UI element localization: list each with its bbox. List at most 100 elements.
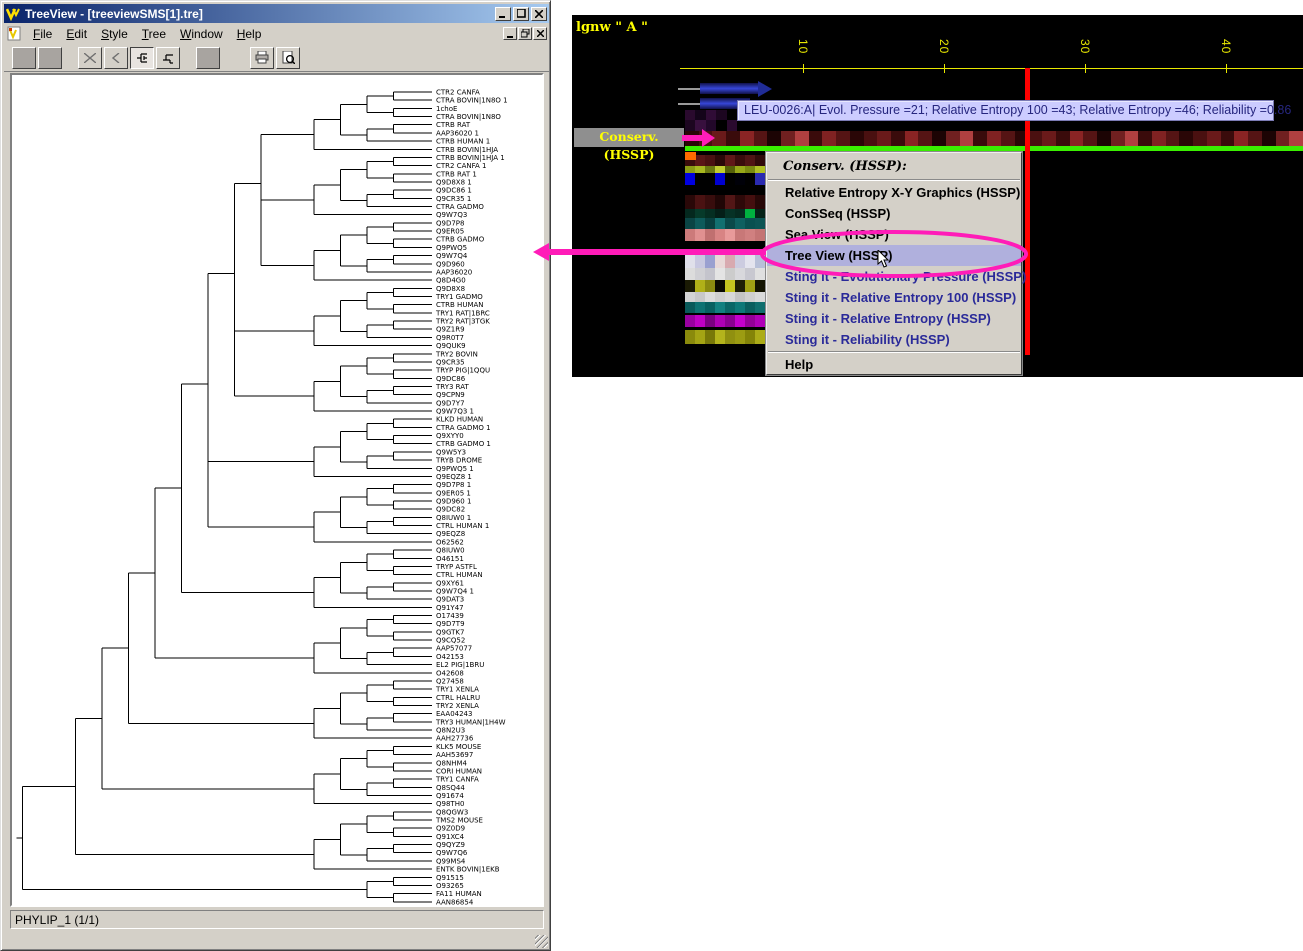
title-bar[interactable]: TreeView - [treeviewSMS[1].tre]: [4, 4, 549, 23]
taxon-label[interactable]: CTRB GADMO 1: [436, 440, 491, 448]
print-preview-icon[interactable]: [276, 47, 300, 69]
taxon-label[interactable]: TRY2 XENLA: [435, 702, 479, 710]
taxon-label[interactable]: CTRB HUMAN: [436, 301, 484, 309]
taxon-label[interactable]: Q9W5Y3: [436, 448, 466, 456]
menu-item-tree-view-hssp[interactable]: Tree View (HSSP): [767, 245, 1021, 266]
taxon-label[interactable]: Q8IUW0: [436, 547, 465, 555]
taxon-label[interactable]: Q9D7P8 1: [436, 481, 471, 489]
taxon-label[interactable]: Q9XY61: [436, 579, 464, 587]
taxon-label[interactable]: TRYP ASTFL: [435, 563, 477, 571]
menu-item-relative-entropy-x-y-graphics-hssp[interactable]: Relative Entropy X-Y Graphics (HSSP): [767, 182, 1021, 203]
taxon-label[interactable]: TRY1 XENLA: [435, 686, 479, 694]
taxon-label[interactable]: Q9CPN9: [436, 391, 465, 399]
taxon-label[interactable]: TRYP PIG|1QQU: [435, 367, 490, 375]
delete-icon[interactable]: [78, 47, 102, 69]
taxon-label[interactable]: Q9QUK9: [436, 342, 466, 350]
resize-grip[interactable]: [535, 935, 548, 948]
menu-item-sting-it-relative-entropy-hssp[interactable]: Sting it - Relative Entropy (HSSP): [767, 308, 1021, 329]
taxon-label[interactable]: TRYB DROME: [435, 457, 482, 465]
taxon-label[interactable]: AAP36020 1: [436, 129, 479, 137]
taxon-label[interactable]: CTRB RAT 1: [436, 170, 477, 178]
taxon-label[interactable]: Q27458: [436, 677, 464, 685]
taxon-label[interactable]: CTR2 CANFA: [436, 89, 480, 97]
taxon-label[interactable]: CORI HUMAN: [436, 767, 482, 775]
taxon-label[interactable]: Q9CR35 1: [436, 195, 471, 203]
taxon-label[interactable]: Q9DAT3: [436, 596, 464, 604]
menu-help[interactable]: Help: [230, 25, 269, 43]
taxon-label[interactable]: Q9W7Q4 1: [436, 587, 474, 595]
maximize-button[interactable]: [513, 7, 529, 21]
taxon-label[interactable]: O93265: [436, 882, 464, 890]
taxon-label[interactable]: Q9W7Q4: [436, 252, 468, 260]
menu-style[interactable]: Style: [94, 25, 135, 43]
toolbar-blank-button-3[interactable]: [196, 47, 220, 69]
taxon-label[interactable]: AAP57077: [436, 645, 472, 653]
taxon-label[interactable]: Q9D960 1: [436, 498, 471, 506]
taxon-label[interactable]: Q8N2U3: [436, 727, 465, 735]
taxon-label[interactable]: KLK5 MOUSE: [436, 743, 481, 751]
taxon-label[interactable]: Q9CQ52: [436, 637, 465, 645]
taxon-label[interactable]: CTRL HALRU: [436, 694, 480, 702]
taxon-label[interactable]: Q9EQZ8 1: [436, 473, 472, 481]
taxon-label[interactable]: Q98TH0: [436, 800, 464, 808]
menu-item-sea-view-hssp[interactable]: Sea View (HSSP): [767, 224, 1021, 245]
toolbar-blank-button-1[interactable]: [12, 47, 36, 69]
taxon-label[interactable]: Q9D960: [436, 260, 465, 268]
taxon-label[interactable]: Q9EQZ8: [436, 530, 465, 538]
taxon-label[interactable]: KLKD HUMAN: [436, 416, 483, 424]
taxon-label[interactable]: CTRA BOVIN|1N8O: [436, 113, 501, 121]
taxon-label[interactable]: O42608: [436, 669, 464, 677]
taxon-label[interactable]: O17439: [436, 612, 464, 620]
taxon-label[interactable]: CTRB HUMAN 1: [436, 138, 490, 146]
taxon-label[interactable]: Q9DC86 1: [436, 187, 472, 195]
mdi-minimize-button[interactable]: [503, 27, 517, 40]
taxon-label[interactable]: FA11 HUMAN: [436, 890, 482, 898]
menu-window[interactable]: Window: [173, 25, 230, 43]
menu-item-sting-it-reliability-hssp[interactable]: Sting it - Reliability (HSSP): [767, 329, 1021, 350]
taxon-label[interactable]: CTR2 CANFA 1: [436, 162, 486, 170]
taxon-label[interactable]: Q9Z0D9: [436, 825, 465, 833]
mdi-restore-button[interactable]: [518, 27, 532, 40]
taxon-label[interactable]: Q91XC4: [436, 833, 465, 841]
menu-item-sting-it-evolutionary-pressure-hssp[interactable]: Sting it - Evolutionary Pressure (HSSP): [767, 266, 1021, 287]
taxon-label[interactable]: EL2 PIG|1BRU: [436, 661, 484, 669]
menu-item-consseq-hssp[interactable]: ConSSeq (HSSP): [767, 203, 1021, 224]
taxon-label[interactable]: Q9PWQ5: [436, 244, 467, 252]
taxon-label[interactable]: Q8SQ44: [436, 784, 465, 792]
taxon-label[interactable]: TRY1 GADMO: [435, 293, 483, 301]
toolbar-blank-button-2[interactable]: [38, 47, 62, 69]
taxon-label[interactable]: TRY3 RAT: [435, 383, 469, 391]
taxon-label[interactable]: CTRL HUMAN 1: [436, 522, 489, 530]
taxon-label[interactable]: Q9W7Q3: [436, 211, 467, 219]
taxon-label[interactable]: Q9R0T7: [436, 334, 464, 342]
taxon-label[interactable]: O62562: [436, 538, 464, 546]
taxon-label[interactable]: EAA04243: [436, 710, 472, 718]
taxon-label[interactable]: AAN86854: [436, 898, 474, 906]
taxon-label[interactable]: AAH27736: [436, 735, 474, 743]
taxon-label[interactable]: ENTK BOVIN|1EKB: [436, 866, 500, 874]
minimize-button[interactable]: [495, 7, 511, 21]
taxon-label[interactable]: TRY2 RAT|3TGK: [435, 318, 490, 326]
taxon-label[interactable]: Q8QGW3: [436, 808, 468, 816]
taxon-label[interactable]: TRY1 RAT|1BRC: [435, 309, 490, 317]
taxon-label[interactable]: Q9DC82: [436, 506, 465, 514]
menu-item-help[interactable]: Help: [767, 354, 1021, 375]
taxon-label[interactable]: CTRB GADMO: [436, 236, 485, 244]
taxon-label[interactable]: Q8D4G0: [436, 277, 466, 285]
taxon-label[interactable]: Q9D8X8 1: [436, 178, 472, 186]
taxon-label[interactable]: CTRB BOVIN|1HJA: [436, 146, 498, 154]
taxon-label[interactable]: CTRA BOVIN|1N8O 1: [436, 97, 508, 105]
taxon-label[interactable]: AAP36020: [436, 268, 472, 276]
collapse-icon[interactable]: [104, 47, 128, 69]
print-icon[interactable]: [250, 47, 274, 69]
taxon-label[interactable]: CTRB BOVIN|1HJA 1: [436, 154, 505, 162]
taxon-label[interactable]: AAH53697: [436, 751, 473, 759]
taxon-label[interactable]: Q9W7Q6: [436, 849, 468, 857]
taxon-label[interactable]: CTRB RAT: [436, 121, 471, 129]
taxon-label[interactable]: CTRA GADMO 1: [436, 424, 491, 432]
taxon-label[interactable]: TMS2 MOUSE: [435, 817, 483, 825]
taxon-label[interactable]: TRY3 HUMAN|1H4W: [435, 718, 506, 726]
taxon-label[interactable]: Q9CR35: [436, 358, 465, 366]
taxon-label[interactable]: Q9DC86: [436, 375, 466, 383]
menu-file[interactable]: File: [26, 25, 59, 43]
